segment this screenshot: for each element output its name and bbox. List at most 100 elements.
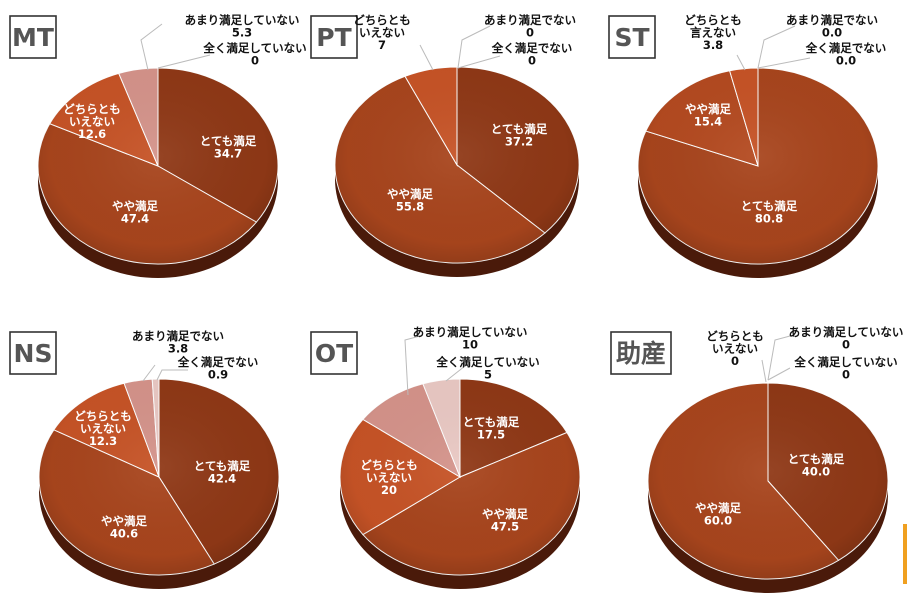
slice-category-label: いえない <box>359 26 405 40</box>
leader-line <box>767 335 791 381</box>
slice-value-label: 20 <box>381 483 397 497</box>
slice-category-label: どちらとも <box>353 13 411 27</box>
slice-category-label: とても満足 <box>200 134 257 148</box>
chart-title-box <box>608 15 656 59</box>
leader-line <box>767 367 791 381</box>
leader-line <box>156 369 188 381</box>
slice-value-label: 47.4 <box>121 212 149 226</box>
slice-category-label: やや満足 <box>112 199 158 213</box>
slice-value-label: 5 <box>484 368 492 382</box>
slice-value-label: 0.0 <box>822 26 842 40</box>
slice-value-label: 0 <box>526 26 534 40</box>
slice-value-label: 15.4 <box>694 115 722 129</box>
slice-value-label: 40.0 <box>802 465 830 479</box>
slice-value-label: 80.8 <box>755 212 783 226</box>
chart-title-box <box>310 331 358 375</box>
slice-category-label: 言えない <box>690 26 736 40</box>
slice-category-label: やや満足 <box>387 187 433 201</box>
chart-title-box <box>9 15 57 59</box>
chart-title: NS <box>14 339 53 368</box>
slice-category-label: どちらとも <box>74 409 132 423</box>
leader-line <box>757 57 811 69</box>
slice-category-label: どちらとも <box>684 13 742 27</box>
slice-category-label: いえない <box>712 342 758 356</box>
slice-value-label: 0 <box>251 54 259 68</box>
slice-value-label: 12.3 <box>89 434 117 448</box>
slice-category-label: いえない <box>80 422 126 436</box>
slice-category-label: やや満足 <box>695 501 741 515</box>
slice-value-label: 0.9 <box>208 368 228 382</box>
slice-category-label: あまり満足していない <box>789 325 904 339</box>
slice-value-label: 0 <box>842 338 850 352</box>
slice-category-label: 全く満足していない <box>435 355 539 369</box>
pie-chart-6: 助産とても満足40.0やや満足60.0どちらともいえない0あまり満足していない0… <box>610 325 904 593</box>
slice-category-label: いえない <box>69 115 115 129</box>
slice-category-label: 全く満足でない <box>177 355 259 369</box>
leader-line <box>404 335 421 396</box>
slice-category-label: どちらとも <box>63 102 121 116</box>
slice-category-label: やや満足 <box>101 514 147 528</box>
slice-value-label: 0 <box>731 354 739 368</box>
slice-category-label: とても満足 <box>491 122 548 136</box>
leader-line <box>140 23 163 71</box>
leader-line <box>157 54 211 69</box>
slice-category-label: どちらとも <box>360 458 418 472</box>
slice-category-label: 全く満足でない <box>491 41 573 55</box>
leader-line <box>736 54 746 71</box>
slice-value-label: 47.5 <box>491 520 519 534</box>
chart-title: 助産 <box>616 339 666 368</box>
chart-title: PT <box>316 23 351 52</box>
leader-line <box>757 25 796 69</box>
slice-category-label: 全く満足していない <box>202 41 306 55</box>
slice-value-label: 37.2 <box>505 135 533 149</box>
chart-title: ST <box>614 23 649 52</box>
slice-value-label: 55.8 <box>396 200 424 214</box>
leader-line <box>445 365 466 382</box>
leader-line <box>457 25 491 69</box>
slice-category-label: とても満足 <box>463 415 520 429</box>
chart-title-box <box>310 15 358 59</box>
slice-category-label: やや満足 <box>482 507 528 521</box>
leader-line <box>457 55 501 69</box>
slice-category-label: とても満足 <box>194 459 251 473</box>
slice-category-label: やや満足 <box>685 102 731 116</box>
slice-value-label: 0 <box>842 368 850 382</box>
slice-value-label: 3.8 <box>703 38 723 52</box>
slice-category-label: 全く満足していない <box>793 355 897 369</box>
slice-value-label: 0.0 <box>836 54 856 68</box>
slice-value-label: 7 <box>378 38 386 52</box>
chart-title-box <box>610 331 672 375</box>
slice-value-label: 5.3 <box>232 26 252 40</box>
slice-value-label: 0 <box>528 54 536 68</box>
pie-chart-3: STとても満足80.8やや満足15.4どちらとも言えない3.8あまり満足でない0… <box>608 13 887 278</box>
slice-category-label: あまり満足していない <box>413 325 528 339</box>
leader-line <box>761 359 767 383</box>
slice-value-label: 40.6 <box>110 527 138 541</box>
slice-category-label: 全く満足でない <box>805 41 887 55</box>
slice-value-label: 34.7 <box>214 147 242 161</box>
slice-value-label: 17.5 <box>477 428 505 442</box>
leader-line <box>142 364 156 382</box>
slice-category-label: いえない <box>366 471 412 485</box>
slice-category-label: あまり満足でない <box>132 329 224 343</box>
chart-title: OT <box>315 339 353 368</box>
slice-value-label: 60.0 <box>704 514 732 528</box>
slice-value-label: 3.8 <box>168 342 188 356</box>
pie-chart-2: PTとても満足37.2やや満足55.8どちらともいえない7あまり満足でない0全く… <box>310 13 580 277</box>
slice-category-label: あまり満足でない <box>786 13 878 27</box>
chart-title-box <box>9 331 57 375</box>
chart-title: MT <box>12 23 54 52</box>
slice-value-label: 42.4 <box>208 472 236 486</box>
accent-bar <box>903 524 907 584</box>
slice-category-label: とても満足 <box>741 199 798 213</box>
slice-value-label: 10 <box>462 338 478 352</box>
slice-category-label: あまり満足していない <box>185 13 300 27</box>
leader-line <box>419 44 434 71</box>
slice-value-label: 12.6 <box>78 127 106 141</box>
slice-category-label: とても満足 <box>788 452 845 466</box>
slice-category-label: どちらとも <box>706 329 764 343</box>
